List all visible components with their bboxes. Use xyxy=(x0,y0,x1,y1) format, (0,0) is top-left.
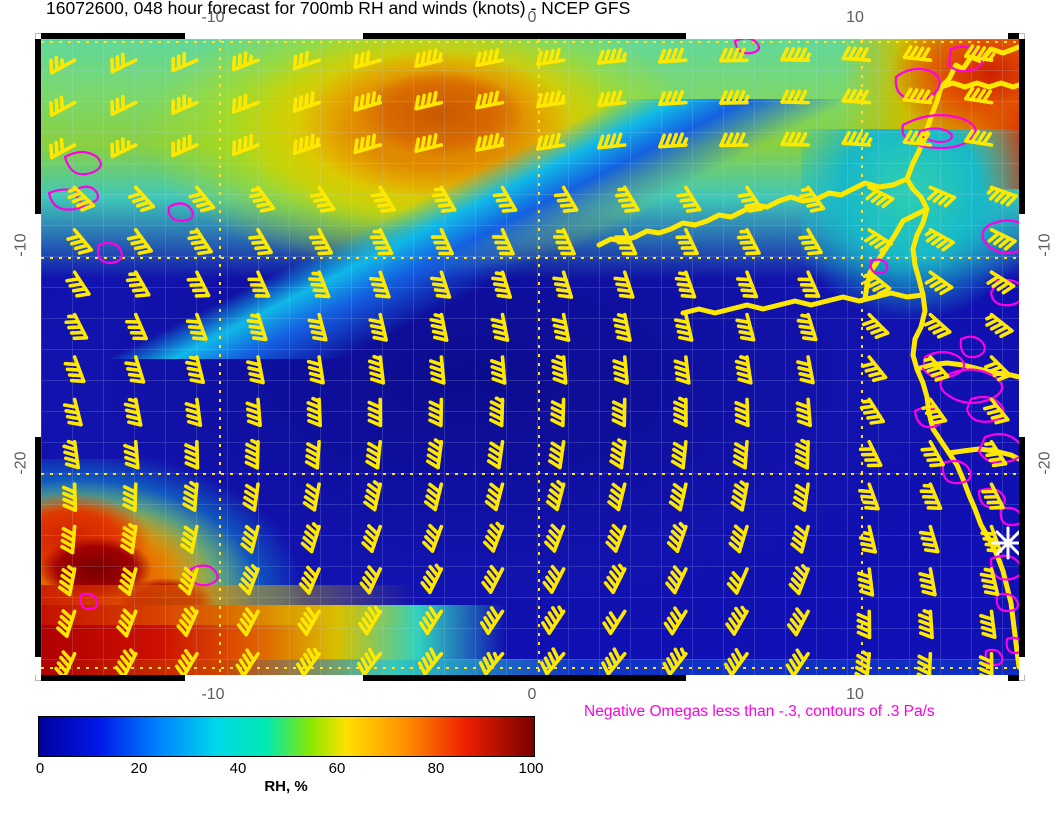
colorbar-tick-4: 80 xyxy=(427,760,445,777)
gridline-lon-10 xyxy=(861,39,863,675)
gridline-lon-m10 xyxy=(219,39,221,675)
map-border-left xyxy=(35,39,41,675)
gridline-lat-m10 xyxy=(41,257,1019,259)
omega-note: Negative Omegas less than -.3, contours … xyxy=(584,703,935,720)
colorbar xyxy=(38,716,535,757)
ytick-left-0: -10 xyxy=(12,233,30,257)
colorbar-tick-5: 100 xyxy=(518,760,544,777)
ytick-left-1: -20 xyxy=(12,451,30,475)
gridline-lat-top xyxy=(41,41,1019,43)
wind-barbs xyxy=(49,44,1018,675)
colorbar-gradient xyxy=(38,716,535,757)
gridline-lat-m20 xyxy=(41,473,1019,475)
ytick-right-0: -10 xyxy=(1036,233,1054,257)
xtick-bottom-1: 0 xyxy=(527,686,537,703)
ytick-right-1: -20 xyxy=(1036,451,1054,475)
colorbar-tick-0: 0 xyxy=(35,760,45,777)
map-vector-overlay xyxy=(47,39,1019,675)
gridline-lon-0 xyxy=(538,39,540,675)
rh-south-band-fade xyxy=(41,585,481,625)
colorbar-tick-2: 40 xyxy=(229,760,247,777)
map-canvas xyxy=(41,39,1019,675)
map-border-right xyxy=(1019,39,1025,675)
xtick-top-2: 10 xyxy=(846,9,864,26)
xtick-top-1: 0 xyxy=(527,9,537,26)
colorbar-title: RH, % xyxy=(264,778,308,795)
map-border-bottom xyxy=(41,675,1019,681)
xtick-top-0: -10 xyxy=(201,9,225,26)
xtick-bottom-2: 10 xyxy=(846,686,864,703)
colorbar-tick-1: 20 xyxy=(130,760,148,777)
gridline-lat-bot xyxy=(41,667,1019,669)
map-border-top xyxy=(41,33,1019,39)
xtick-bottom-0: -10 xyxy=(201,686,225,703)
station-marker-icon xyxy=(991,526,1019,560)
colorbar-tick-3: 60 xyxy=(328,760,346,777)
chart-title: 16072600, 048 hour forecast for 700mb RH… xyxy=(46,0,631,18)
forecast-map xyxy=(35,33,1025,681)
